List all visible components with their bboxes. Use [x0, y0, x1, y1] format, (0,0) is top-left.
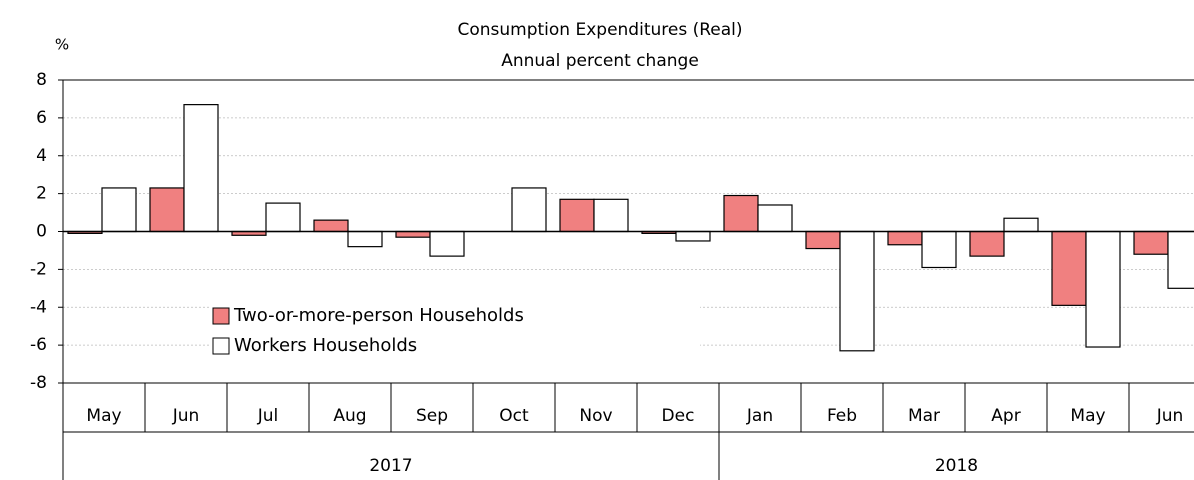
bar: [265, 202, 301, 233]
bar: [395, 230, 431, 238]
bar: [1085, 230, 1121, 348]
legend-swatch: [212, 337, 230, 355]
bar: [887, 230, 923, 246]
chart-title: Consumption Expenditures (Real): [457, 20, 742, 40]
x-tick-label: Nov: [579, 406, 612, 426]
y-tick-label: 2: [36, 184, 47, 204]
bar: [101, 187, 137, 233]
x-group-label: 2018: [935, 456, 978, 476]
y-tick-label: 4: [36, 146, 47, 166]
bar: [429, 230, 465, 257]
y-tick-label: 6: [36, 108, 47, 128]
bar: [757, 204, 793, 233]
x-tick-label: Sep: [416, 406, 448, 426]
bar: [1003, 217, 1039, 233]
x-tick-label: Jun: [172, 406, 200, 426]
legend-box: [210, 302, 700, 364]
x-tick-label: Oct: [499, 406, 529, 426]
bar: [805, 230, 841, 250]
y-tick-label: 0: [36, 222, 47, 242]
y-tick-label: -2: [30, 259, 47, 279]
x-group-label: 2017: [369, 456, 412, 476]
bar: [183, 104, 219, 233]
legend-swatch: [212, 307, 230, 325]
bar: [313, 219, 349, 233]
y-tick-label: -4: [30, 297, 47, 317]
bar: [723, 194, 759, 233]
x-tick-label: Jul: [257, 406, 279, 426]
x-tick-label: Jan: [746, 406, 773, 426]
legend-label: Workers Households: [234, 335, 417, 356]
bar: [969, 230, 1005, 257]
bar: [839, 230, 875, 352]
x-tick-label: Apr: [991, 406, 1020, 426]
bar: [511, 187, 547, 233]
bar: [559, 198, 595, 233]
x-tick-label: Mar: [908, 406, 940, 426]
bar: [1167, 230, 1194, 289]
x-tick-label: Jun: [1156, 406, 1184, 426]
bar: [593, 198, 629, 233]
bar: [1051, 230, 1087, 306]
x-tick-label: May: [86, 406, 121, 426]
x-tick-label: Feb: [827, 406, 857, 426]
y-axis-label: %: [55, 36, 69, 54]
plot-frame: [62, 79, 1194, 384]
y-tick-label: -8: [30, 373, 47, 393]
x-tick-label: May: [1070, 406, 1105, 426]
bar: [1133, 230, 1169, 255]
y-tick-label: 8: [36, 70, 47, 90]
bar: [921, 230, 957, 269]
chart-subtitle: Annual percent change: [501, 51, 699, 71]
bar: [149, 187, 185, 233]
y-tick-label: -6: [30, 335, 47, 355]
bar: [347, 230, 383, 248]
x-tick-label: Aug: [333, 406, 366, 426]
legend-label: Two-or-more-person Households: [233, 305, 524, 326]
x-tick-label: Dec: [662, 406, 695, 426]
bar: [675, 230, 711, 242]
